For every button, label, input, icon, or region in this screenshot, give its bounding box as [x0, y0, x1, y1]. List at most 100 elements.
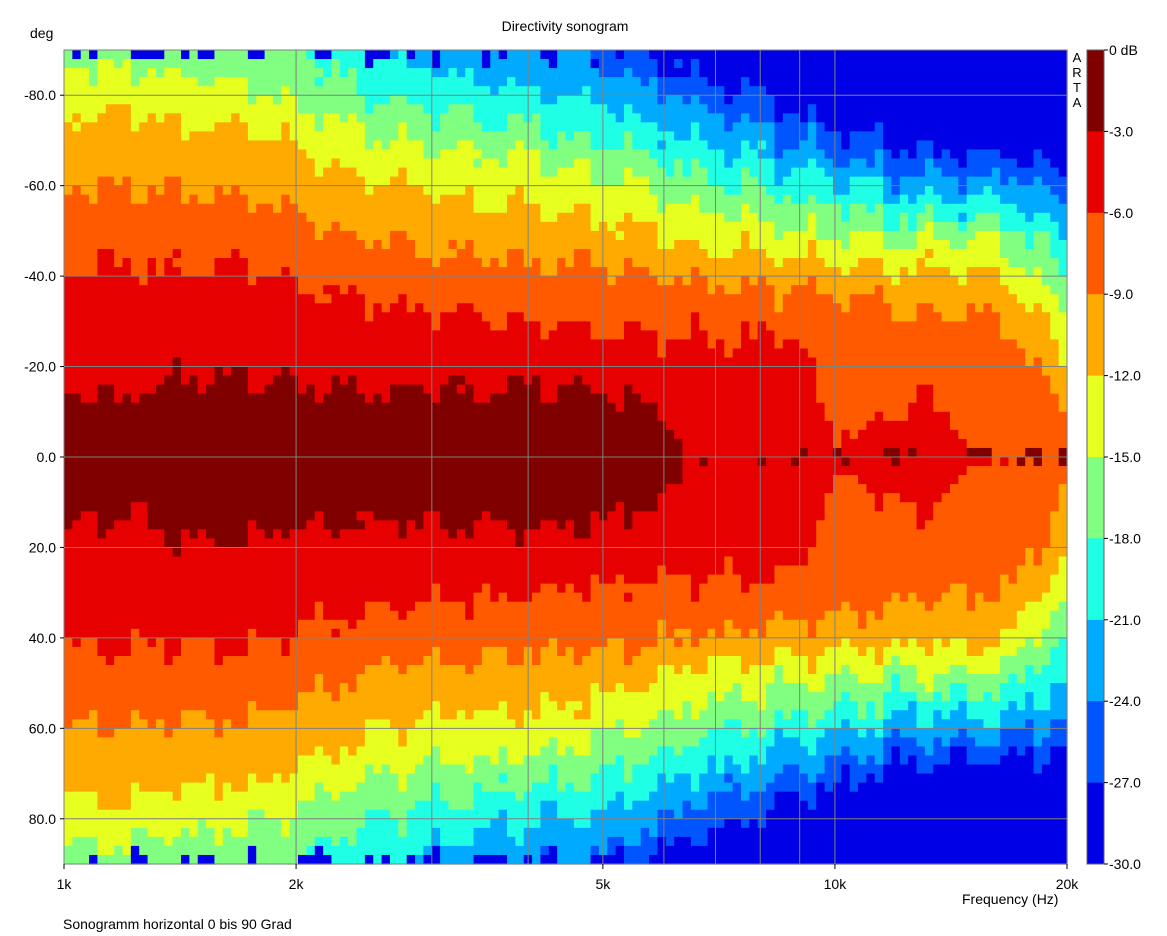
heatmap-cell — [490, 258, 500, 268]
heatmap-cell — [423, 95, 433, 105]
heatmap-cell — [64, 68, 73, 78]
heatmap-cell — [214, 393, 224, 404]
heatmap-cell — [105, 176, 115, 187]
heatmap-cell — [239, 59, 249, 69]
heatmap-cell — [181, 619, 190, 630]
heatmap-cell — [498, 402, 508, 413]
heatmap-cell — [398, 357, 408, 368]
heatmap-cell — [80, 809, 90, 820]
heatmap-cell — [80, 511, 90, 521]
heatmap-cell — [281, 610, 291, 621]
heatmap-cell — [164, 701, 174, 711]
heatmap-cell — [155, 402, 165, 413]
heatmap-cell — [197, 529, 207, 539]
heatmap-cell — [264, 276, 274, 286]
heatmap-cell — [122, 511, 132, 521]
heatmap-cell — [97, 113, 107, 123]
heatmap-cell — [364, 683, 374, 693]
heatmap-cell — [481, 86, 491, 96]
heatmap-cell — [272, 321, 282, 331]
heatmap-cell — [197, 122, 207, 132]
heatmap-cell — [415, 167, 425, 178]
heatmap-cell — [114, 601, 124, 612]
heatmap-cell — [448, 836, 458, 847]
heatmap-cell — [147, 384, 157, 395]
heatmap-cell — [139, 375, 149, 386]
heatmap-cell — [306, 502, 316, 512]
heatmap-cell — [456, 646, 466, 657]
heatmap-cell — [473, 556, 483, 567]
heatmap-cell — [481, 683, 491, 693]
heatmap-cell — [289, 411, 299, 422]
heatmap-cell — [515, 393, 525, 404]
heatmap-cell — [247, 348, 257, 359]
heatmap-cell — [415, 466, 425, 476]
heatmap-cell — [222, 457, 232, 467]
heatmap-cell — [481, 502, 491, 512]
heatmap-cell — [272, 746, 282, 757]
heatmap-cell — [197, 511, 207, 521]
heatmap-cell — [147, 321, 157, 331]
heatmap-cell — [323, 131, 333, 142]
heatmap-cell — [214, 194, 224, 205]
heatmap-cell — [364, 158, 374, 169]
heatmap-cell — [431, 556, 441, 567]
heatmap-cell — [222, 493, 232, 503]
heatmap-cell — [456, 447, 466, 458]
heatmap-cell — [389, 466, 399, 476]
heatmap-cell — [339, 547, 349, 558]
heatmap-cell — [147, 710, 157, 720]
heatmap-cell — [406, 429, 416, 440]
heatmap-cell — [139, 710, 149, 720]
heatmap-cell — [506, 511, 516, 521]
heatmap-cell — [448, 610, 458, 621]
heatmap-cell — [331, 248, 341, 259]
heatmap-cell — [239, 592, 249, 603]
heatmap-cell — [72, 683, 82, 693]
heatmap-cell — [289, 529, 299, 539]
heatmap-cell — [356, 131, 366, 142]
heatmap-cell — [164, 330, 174, 341]
heatmap-cell — [181, 303, 190, 313]
heatmap-cell — [339, 637, 349, 648]
heatmap-cell — [214, 755, 224, 766]
heatmap-cell — [80, 185, 90, 196]
heatmap-cell — [197, 384, 207, 395]
heatmap-cell — [172, 809, 182, 820]
heatmap-cell — [281, 683, 291, 693]
heatmap-cell — [222, 203, 232, 214]
heatmap-cell — [189, 502, 199, 512]
heatmap-cell — [114, 818, 124, 829]
heatmap-cell — [473, 276, 483, 286]
heatmap-cell — [381, 312, 391, 322]
heatmap-cell — [231, 104, 241, 114]
heatmap-cell — [247, 683, 257, 693]
heatmap-cell — [398, 420, 408, 431]
heatmap-cell — [155, 637, 165, 648]
heatmap-cell — [164, 800, 174, 811]
heatmap-cell — [415, 845, 425, 856]
heatmap-cell — [130, 547, 140, 558]
heatmap-cell — [490, 140, 500, 151]
heatmap-cell — [515, 321, 525, 331]
heatmap-cell — [105, 511, 115, 521]
heatmap-cell — [172, 68, 182, 78]
heatmap-cell — [130, 854, 140, 865]
heatmap-cell — [155, 583, 165, 594]
heatmap-cell — [323, 701, 333, 711]
heatmap-cell — [364, 248, 374, 259]
heatmap-cell — [239, 701, 249, 711]
heatmap-cell — [364, 520, 374, 530]
heatmap-cell — [80, 502, 90, 512]
heatmap-cell — [181, 131, 190, 142]
heatmap-cell — [64, 402, 73, 413]
heatmap-cell — [139, 502, 149, 512]
heatmap-cell — [105, 457, 115, 467]
heatmap-cell — [373, 194, 383, 205]
heatmap-cell — [306, 674, 316, 684]
heatmap-cell — [172, 366, 182, 377]
heatmap-cell — [473, 692, 483, 702]
heatmap-cell — [298, 366, 307, 377]
heatmap-cell — [264, 556, 274, 567]
heatmap-cell — [264, 773, 274, 784]
